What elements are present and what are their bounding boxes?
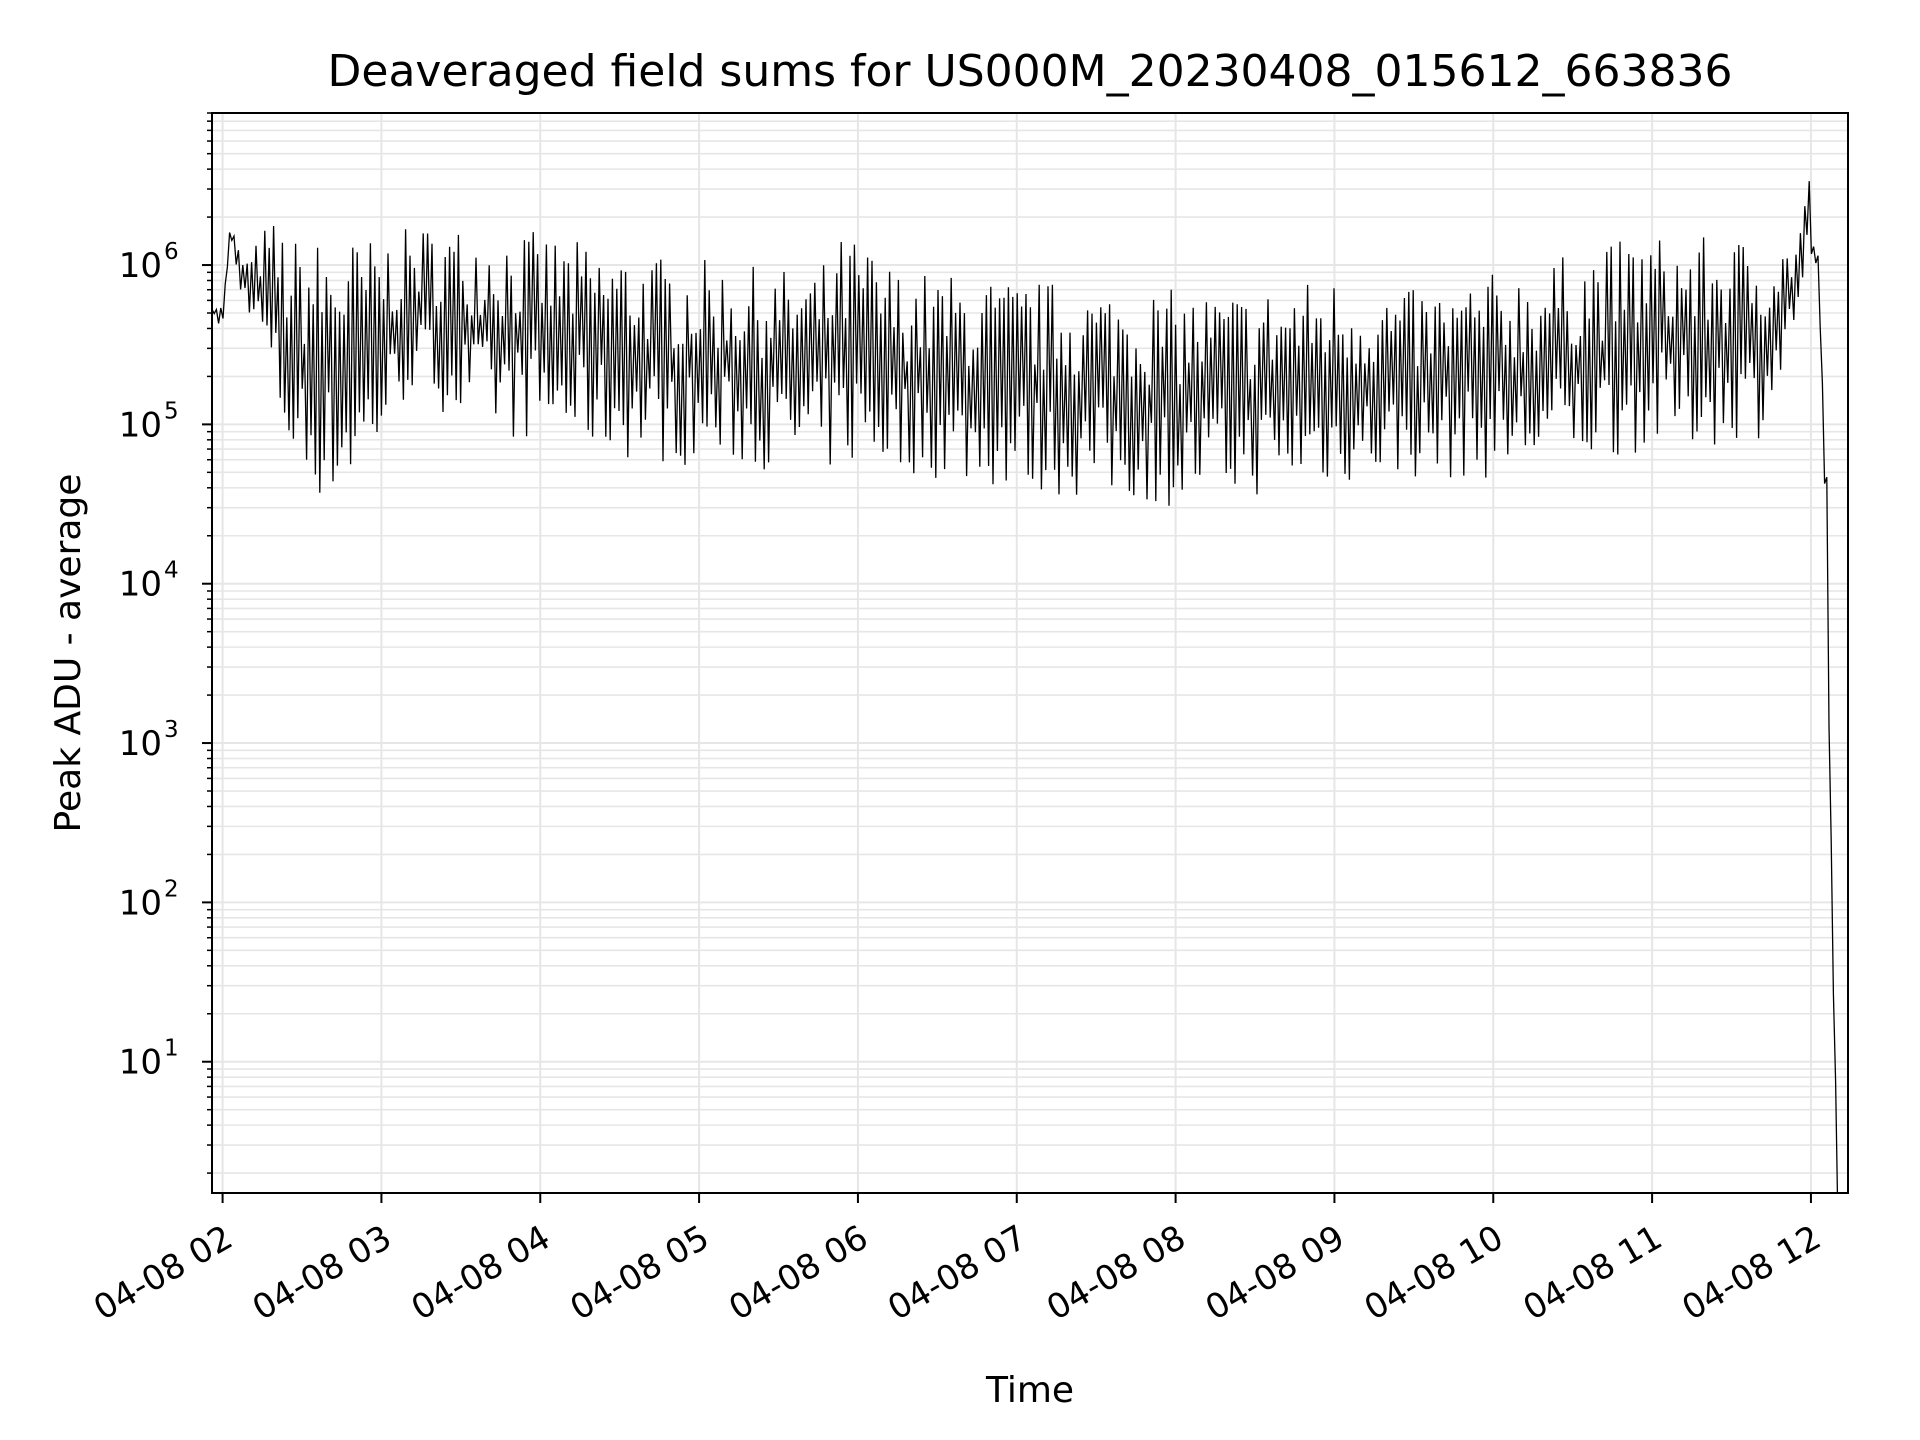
y-tick-exponent: 4 xyxy=(164,558,179,584)
x-tick-label: 04-08 09 xyxy=(1199,1218,1351,1329)
y-tick-exponent: 3 xyxy=(164,717,179,743)
x-tick-label: 04-08 07 xyxy=(881,1218,1033,1329)
y-tick-label: 10 xyxy=(119,883,162,923)
x-tick-label: 04-08 02 xyxy=(87,1218,239,1329)
x-tick-label: 04-08 03 xyxy=(246,1218,398,1329)
y-tick-exponent: 6 xyxy=(164,239,179,265)
x-tick-label: 04-08 08 xyxy=(1040,1218,1192,1329)
plot-frame xyxy=(211,112,1849,1194)
x-tick-label: 04-08 10 xyxy=(1358,1218,1510,1329)
x-tick-label: 04-08 05 xyxy=(564,1218,716,1329)
x-axis: 04-08 02 04-08 03 04-08 04 04-08 05 04-08 06… xyxy=(87,1193,1828,1329)
x-axis-label: Time xyxy=(985,1370,1074,1411)
y-tick-label: 10 xyxy=(119,724,162,764)
y-tick-label: 10 xyxy=(119,246,162,286)
y-tick-exponent: 2 xyxy=(164,876,179,902)
series-polyline xyxy=(211,181,1839,1194)
y-tick-label: 10 xyxy=(119,1043,162,1083)
x-tick-label: 04-08 04 xyxy=(405,1218,557,1329)
chart-title: Deaveraged field sums for US000M_2023040… xyxy=(328,46,1733,97)
series-line xyxy=(211,181,1839,1194)
y-tick-exponent: 5 xyxy=(164,398,179,424)
x-tick-label: 04-08 06 xyxy=(722,1218,874,1329)
x-tick-label: 04-08 12 xyxy=(1675,1218,1827,1329)
x-tick-label: 04-08 11 xyxy=(1517,1218,1669,1329)
y-tick-label: 10 xyxy=(119,565,162,605)
y-axis-label: Peak ADU - average xyxy=(48,474,89,833)
y-tick-label: 10 xyxy=(119,405,162,445)
y-tick-exponent: 1 xyxy=(164,1036,179,1062)
